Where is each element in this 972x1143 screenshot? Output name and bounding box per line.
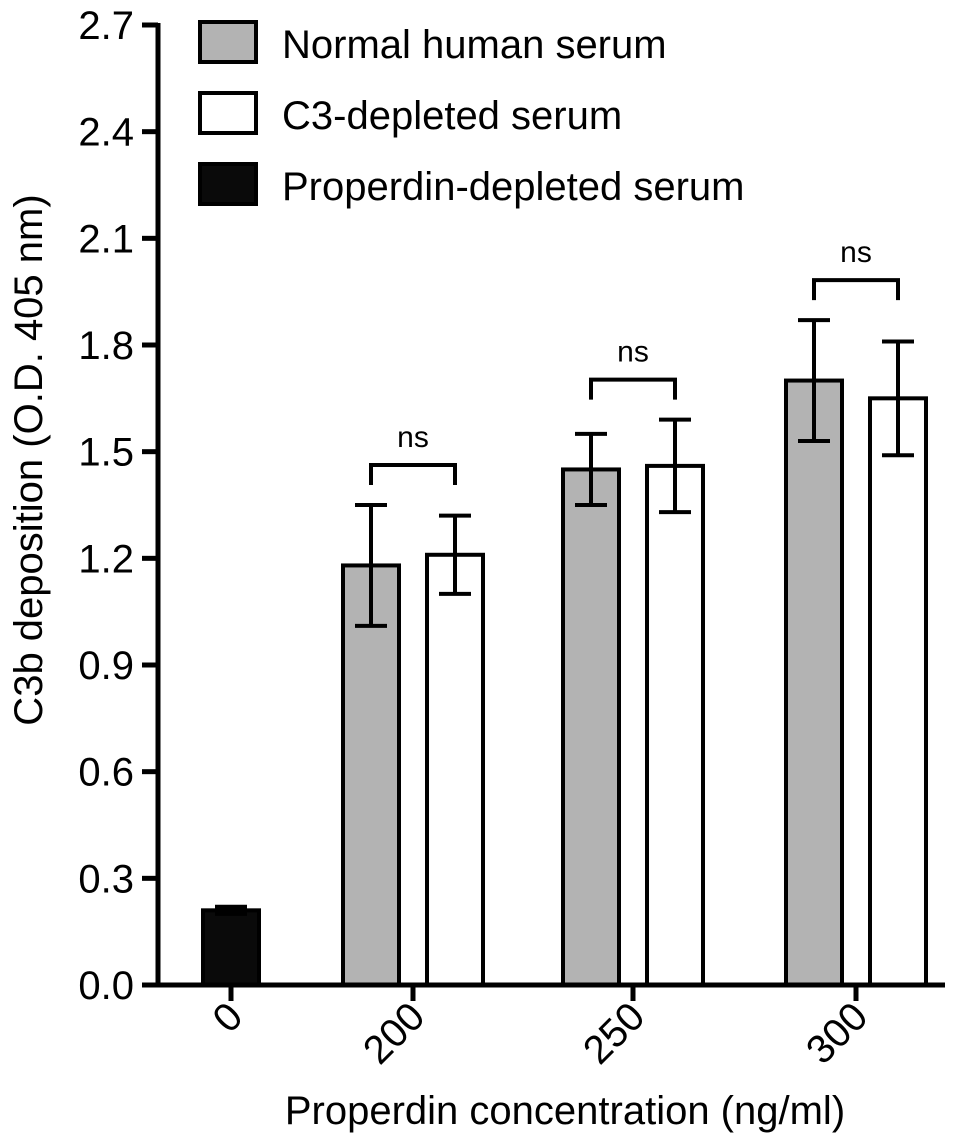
bar <box>645 463 705 987</box>
legend-swatch <box>198 162 258 206</box>
bar <box>868 396 928 988</box>
y-tick-label: 0.3 <box>78 857 134 901</box>
legend-swatch <box>198 91 258 135</box>
significance-bracket <box>369 463 457 485</box>
legend-label: Properdin-depleted serum <box>282 165 744 209</box>
x-tick-label: 300 <box>798 994 876 1072</box>
y-axis-title: C3b deposition (O.D. 405 nm) <box>7 194 51 725</box>
significance-label: ns <box>840 236 872 269</box>
bar <box>561 467 621 987</box>
bar <box>425 552 485 987</box>
legend: Normal human serum C3-depleted serum Prope… <box>198 20 744 209</box>
x-tick-label: 0 <box>205 994 252 1041</box>
y-tick-label: 1.8 <box>78 324 134 368</box>
y-tick-label: 0.6 <box>78 751 134 795</box>
y-tick-label: 0.0 <box>78 964 134 1008</box>
y-tick-label: 1.5 <box>78 431 134 475</box>
y-tick-label: 1.2 <box>78 537 134 581</box>
y-tick-label: 2.4 <box>78 111 134 155</box>
legend-swatch <box>198 20 258 64</box>
bars-layer: ns ns ns <box>201 236 928 988</box>
legend-label: C3-depleted serum <box>282 94 622 138</box>
y-tick-label: 2.7 <box>78 4 134 48</box>
bar <box>201 908 261 987</box>
significance-bracket <box>812 278 900 301</box>
significance-bracket <box>589 377 677 400</box>
bar <box>341 563 401 987</box>
x-tick-label: 200 <box>355 994 433 1072</box>
significance-label: ns <box>617 336 649 369</box>
y-tick-label: 0.9 <box>78 644 134 688</box>
x-tick-label: 250 <box>575 994 653 1072</box>
bar <box>784 378 844 987</box>
significance-label: ns <box>397 421 429 454</box>
x-axis-title: Properdin concentration (ng/ml) <box>285 1089 845 1133</box>
y-tick-label: 2.1 <box>78 217 134 261</box>
legend-label: Normal human serum <box>282 23 667 67</box>
